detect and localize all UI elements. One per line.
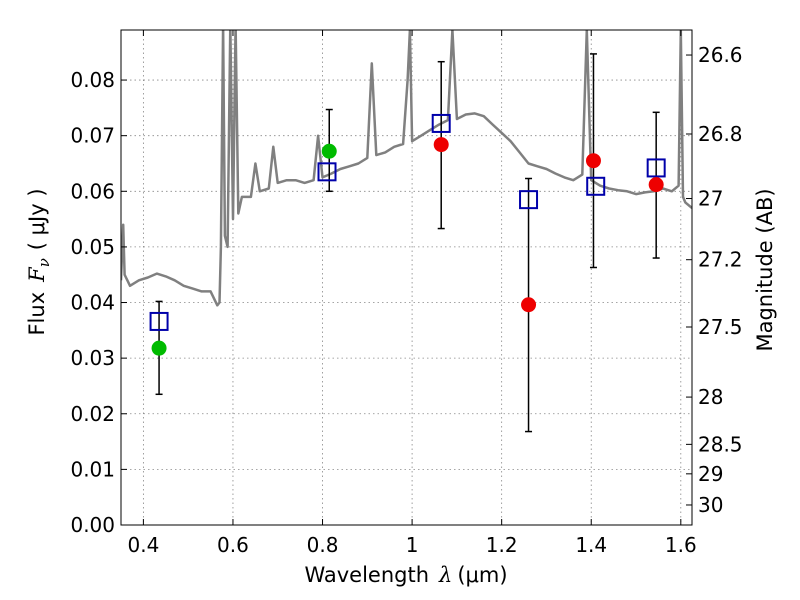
y-tick-label: 0.08	[70, 68, 115, 92]
observed-point	[585, 153, 601, 169]
model-point	[317, 162, 337, 182]
x-tick-label: 1.4	[575, 533, 607, 557]
model-point	[646, 158, 666, 178]
y-tick-label: 0.03	[70, 346, 115, 370]
right-tick-label: 27.2	[698, 248, 743, 272]
right-tick-label: 26.8	[698, 122, 743, 146]
x-axis-title: Wavelength λ (μm)	[304, 563, 507, 587]
y-axis-title: FluxFν( μJy )	[25, 188, 53, 335]
x-tick-label: 0.4	[127, 533, 159, 557]
y-tick-label: 0.02	[70, 402, 115, 426]
model-spectrum	[121, 30, 692, 307]
right-tick-label: 27.5	[698, 315, 743, 339]
model-photometry	[149, 113, 666, 331]
right-tick-label: 26.6	[698, 43, 743, 67]
model-point	[149, 311, 169, 331]
y-tick-label: 0.04	[70, 291, 115, 315]
observed-point	[521, 297, 537, 313]
observed-photometry	[151, 137, 664, 356]
y-tick-label: 0.01	[70, 457, 115, 481]
x-tick-label: 0.6	[217, 533, 249, 557]
right-tick-label: 28	[698, 385, 723, 409]
spectrum-line	[121, 30, 692, 307]
right-tick-label: 27	[698, 187, 723, 211]
right-tick-label: 29	[698, 462, 723, 486]
y-tick-label: 0.06	[70, 179, 115, 203]
model-point	[431, 113, 451, 133]
y-tick-label: 0.05	[70, 235, 115, 259]
right-axis-title: Magnitude (AB)	[753, 188, 777, 351]
y-tick-labels: 0.00 0.01 0.02 0.03 0.04 0.05 0.06 0.07 0.08	[70, 68, 115, 537]
x-tick-label: 1	[406, 533, 419, 557]
x-tick-labels: 0.4 0.6 0.8 1 1.2 1.4 1.6	[127, 533, 696, 557]
right-tick-labels: 26.6 26.8 27 27.2 27.5 28 28.5 29 30	[698, 43, 743, 517]
x-tick-label: 0.8	[307, 533, 339, 557]
right-tick-label: 28.5	[698, 432, 743, 456]
y-tick-label: 0.00	[70, 513, 115, 537]
model-point	[519, 190, 539, 210]
model-point	[586, 176, 606, 196]
x-tick-label: 1.2	[486, 533, 518, 557]
observed-point	[321, 143, 337, 159]
observed-point	[151, 340, 167, 356]
observed-point	[433, 137, 449, 153]
y-tick-label: 0.07	[70, 124, 115, 148]
right-tick-label: 30	[698, 493, 723, 517]
x-tick-label: 1.6	[665, 533, 697, 557]
axis-ticks	[121, 30, 692, 526]
observed-point	[648, 177, 664, 193]
plot-frame	[120, 29, 693, 526]
